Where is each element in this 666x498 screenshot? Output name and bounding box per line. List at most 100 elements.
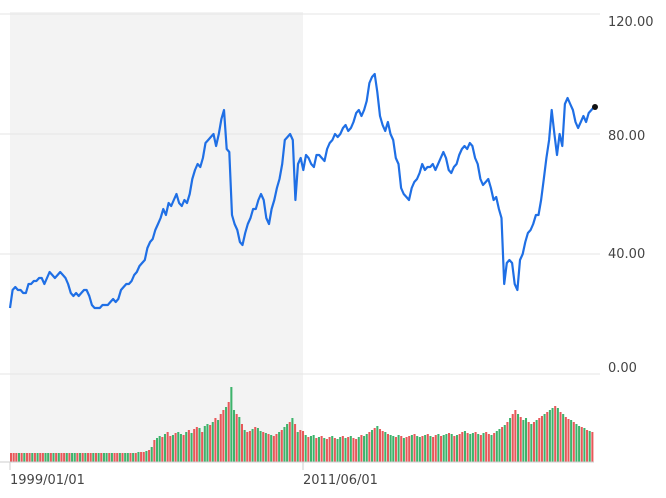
volume-bar — [259, 431, 262, 462]
volume-bar — [344, 438, 347, 462]
volume-bar — [394, 437, 397, 462]
volume-bar — [299, 430, 302, 462]
volume-bar — [474, 432, 477, 462]
volume-bar — [453, 436, 456, 462]
volume-bar — [426, 434, 429, 462]
volume-bar — [458, 434, 461, 462]
volume-bar — [535, 420, 538, 462]
volume-bar — [278, 432, 281, 462]
volume-bar — [129, 453, 132, 462]
volume-bar — [161, 437, 164, 462]
y-tick-label: 120.00 — [608, 15, 654, 30]
volume-bar — [519, 417, 522, 462]
volume-bar — [153, 440, 156, 462]
volume-bar — [511, 414, 514, 462]
volume-bar — [501, 427, 504, 462]
volume-bar — [442, 435, 445, 462]
volume-bar — [485, 432, 488, 462]
volume-bar — [92, 453, 95, 462]
volume-bar — [355, 439, 358, 462]
volume-bar — [410, 435, 413, 462]
volume-bar — [325, 439, 328, 462]
volume-bar — [578, 426, 581, 462]
volume-bar — [586, 430, 589, 462]
grid-lines — [0, 13, 600, 375]
volume-bar — [317, 437, 320, 462]
volume-bar — [232, 410, 236, 462]
volume-bar — [469, 434, 472, 462]
volume-bar — [304, 435, 307, 462]
volume-bar — [217, 420, 220, 462]
volume-bar — [254, 427, 257, 462]
volume-bar — [33, 453, 36, 462]
volume-bar — [572, 422, 575, 462]
volume-bar — [23, 453, 26, 462]
volume-bar — [65, 453, 68, 462]
volume-bar — [296, 432, 299, 462]
volume-bar — [190, 433, 193, 462]
volume-bar — [150, 447, 153, 462]
volume-bar — [591, 432, 594, 462]
volume-bar — [347, 437, 350, 462]
last-price-marker — [592, 104, 598, 110]
volume-bar — [517, 414, 520, 462]
volume-bar — [248, 431, 251, 462]
volume-bar — [352, 438, 355, 462]
volume-bar — [193, 429, 196, 462]
volume-bar — [437, 434, 440, 462]
volume-bar — [182, 435, 185, 462]
volume-bar — [312, 435, 315, 462]
volume-bar — [450, 434, 453, 462]
volume-bar — [432, 437, 435, 462]
volume-bar — [400, 436, 403, 462]
volume-bar — [570, 420, 573, 462]
volume-bar — [429, 436, 432, 462]
volume-bar — [214, 418, 217, 462]
volume-bar — [97, 453, 100, 462]
volume-bar — [174, 433, 177, 462]
volume-bar — [495, 431, 498, 462]
volume-bar — [493, 433, 496, 462]
volume-bar — [538, 418, 541, 462]
volume-bar — [386, 434, 389, 462]
volume-bar — [421, 436, 424, 462]
volume-bar — [580, 427, 583, 462]
volume-bar — [288, 422, 291, 462]
volume-bar — [206, 424, 209, 462]
volume-bar — [392, 436, 395, 462]
price-series-line — [8, 72, 595, 310]
volume-bar — [341, 436, 344, 462]
volume-bar — [357, 437, 360, 462]
volume-bar — [440, 436, 443, 462]
volume-bar — [323, 438, 326, 462]
volume-bar — [373, 428, 376, 462]
volume-bar — [413, 434, 416, 462]
volume-bar — [554, 406, 557, 462]
volume-bar — [17, 453, 21, 462]
volume-bar — [272, 436, 275, 462]
volume-bar — [482, 433, 485, 462]
volume-bar — [230, 387, 233, 462]
volume-bar — [71, 453, 74, 462]
volume-bar — [530, 424, 533, 462]
volume-bar — [251, 429, 254, 462]
volume-bar — [243, 430, 246, 462]
volume-bar — [551, 408, 554, 462]
volume-bar — [113, 453, 116, 462]
volume-bar — [336, 439, 339, 462]
volume-bar — [564, 417, 567, 462]
volume-bar — [256, 428, 259, 462]
volume-bar — [171, 435, 174, 462]
volume-bar — [203, 426, 206, 462]
volume-bar — [527, 422, 530, 462]
volume-bar — [140, 452, 143, 462]
volume-bar — [121, 453, 124, 462]
volume-bar — [509, 418, 512, 462]
volume-bar — [487, 434, 490, 462]
volume-bar — [73, 453, 76, 462]
volume-bar — [209, 425, 212, 462]
volume-bar — [490, 435, 493, 462]
volume-bar — [283, 427, 286, 462]
volume-bar — [397, 435, 400, 462]
